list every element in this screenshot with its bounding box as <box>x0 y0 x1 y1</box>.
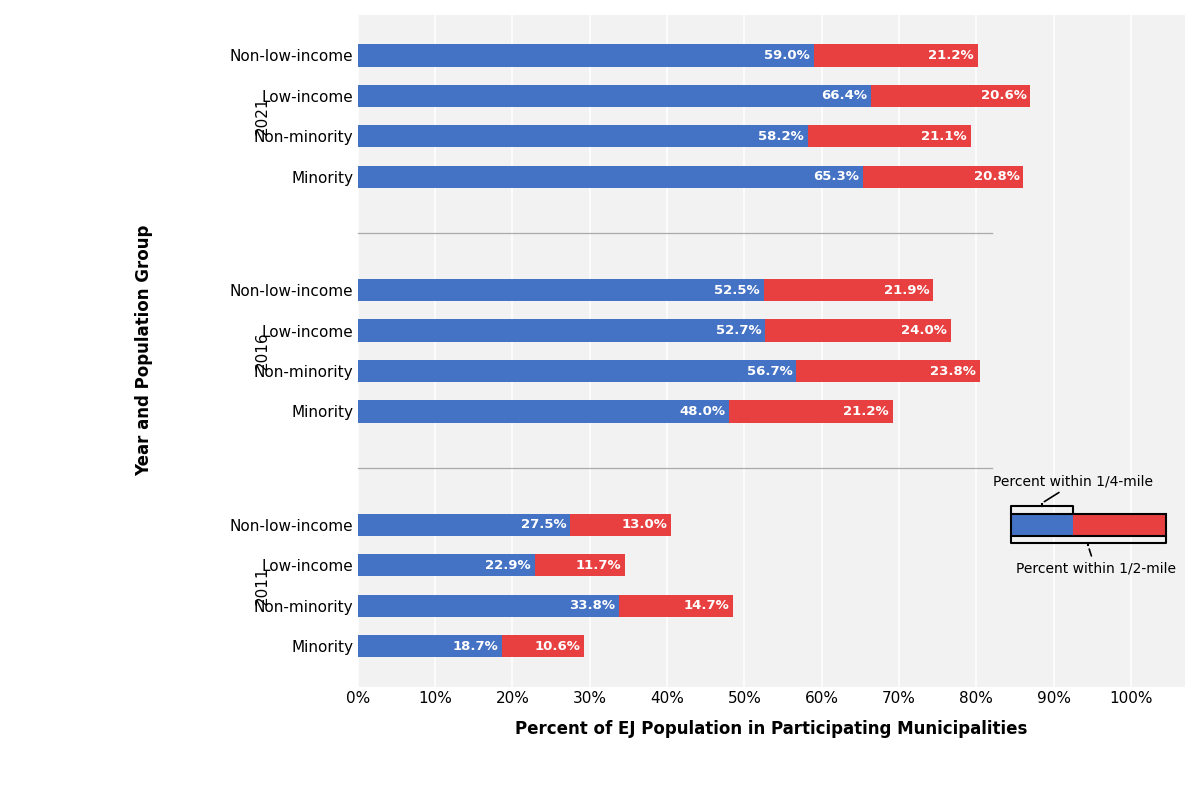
Bar <box>358 125 808 147</box>
Text: 2021: 2021 <box>256 97 270 136</box>
Text: 56.7%: 56.7% <box>746 365 792 377</box>
Text: 2016: 2016 <box>256 331 270 370</box>
Text: 58.2%: 58.2% <box>758 130 804 143</box>
Bar <box>796 360 980 382</box>
Bar <box>358 514 570 536</box>
Bar <box>570 514 671 536</box>
Text: 21.9%: 21.9% <box>883 284 929 297</box>
Bar <box>763 279 932 301</box>
Bar <box>766 320 950 342</box>
Text: 52.7%: 52.7% <box>715 324 761 337</box>
Bar <box>814 44 978 67</box>
Bar <box>808 125 971 147</box>
Text: 21.2%: 21.2% <box>844 405 889 418</box>
Text: 48.0%: 48.0% <box>679 405 725 418</box>
Text: 66.4%: 66.4% <box>821 90 868 102</box>
Text: 65.3%: 65.3% <box>812 170 859 183</box>
Text: 22.9%: 22.9% <box>486 559 532 572</box>
Text: 24.0%: 24.0% <box>901 324 947 337</box>
Bar <box>728 400 893 423</box>
Text: Percent within 1/2-mile: Percent within 1/2-mile <box>1016 561 1176 576</box>
Bar <box>871 85 1031 107</box>
Text: 27.5%: 27.5% <box>521 519 566 531</box>
Text: 21.2%: 21.2% <box>929 49 974 62</box>
Bar <box>358 166 863 188</box>
Text: 20.6%: 20.6% <box>980 90 1026 102</box>
X-axis label: Percent of EJ Population in Participating Municipalities: Percent of EJ Population in Participatin… <box>515 720 1027 738</box>
Bar <box>1073 514 1165 536</box>
Bar <box>358 44 814 67</box>
Bar <box>503 635 584 657</box>
Text: 20.8%: 20.8% <box>973 170 1020 183</box>
Text: 52.5%: 52.5% <box>714 284 760 297</box>
Text: 33.8%: 33.8% <box>569 600 616 612</box>
Bar <box>619 595 733 617</box>
Text: Percent within 1/4-mile: Percent within 1/4-mile <box>992 474 1153 488</box>
Text: 21.1%: 21.1% <box>922 130 967 143</box>
Text: 14.7%: 14.7% <box>683 600 728 612</box>
Bar <box>535 554 625 577</box>
Text: 59.0%: 59.0% <box>764 49 810 62</box>
Bar <box>358 279 763 301</box>
Bar <box>1012 514 1073 536</box>
Text: 18.7%: 18.7% <box>452 640 498 653</box>
Text: 11.7%: 11.7% <box>576 559 622 572</box>
Bar <box>358 400 728 423</box>
Bar <box>1012 514 1165 536</box>
Text: 2011: 2011 <box>256 566 270 605</box>
Text: 10.6%: 10.6% <box>535 640 581 653</box>
Text: 13.0%: 13.0% <box>622 519 667 531</box>
Bar <box>358 85 871 107</box>
Text: 23.8%: 23.8% <box>930 365 977 377</box>
Bar <box>358 595 619 617</box>
Bar <box>358 320 766 342</box>
Y-axis label: Year and Population Group: Year and Population Group <box>136 225 154 477</box>
Bar <box>358 635 503 657</box>
Bar <box>358 554 535 577</box>
Bar <box>863 166 1024 188</box>
Bar <box>358 360 796 382</box>
